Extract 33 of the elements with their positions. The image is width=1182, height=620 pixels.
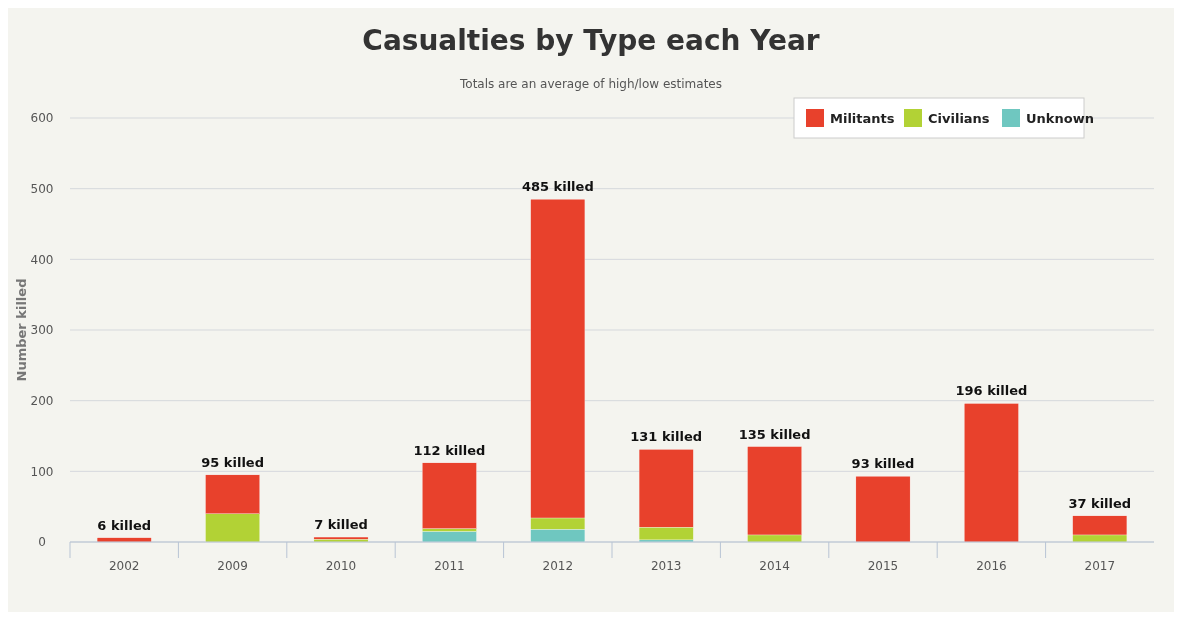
total-label: 6 killed	[97, 517, 152, 533]
x-tick-label: 2010	[325, 559, 357, 573]
x-tick-label: 2011	[434, 559, 465, 573]
total-label: 37 killed	[1068, 495, 1132, 511]
x-tick-label: 2002	[108, 559, 140, 573]
total-label: 95 killed	[201, 454, 264, 470]
total-label: 131 killed	[630, 429, 703, 445]
x-tick-label: 2017	[1084, 559, 1116, 573]
legend-label: Civilians	[928, 110, 990, 126]
y-tick-label: 100	[30, 464, 54, 479]
y-tick-label: 300	[30, 323, 54, 338]
x-tick-label: 2009	[217, 559, 248, 573]
chart-subtitle: Totals are an average of high/low estimates	[459, 77, 722, 91]
x-tick-label: 2015	[867, 559, 899, 573]
y-tick-label: 200	[30, 393, 54, 408]
legend-label: Unknown	[1026, 110, 1094, 126]
y-tick-label: 600	[30, 111, 54, 126]
y-tick-label: 400	[30, 252, 54, 267]
total-label: 135 killed	[738, 426, 811, 442]
legend-label: Militants	[830, 110, 895, 126]
y-axis-title: Number killed	[14, 278, 29, 382]
total-label: 485 killed	[521, 179, 594, 195]
x-tick-label: 2013	[650, 559, 682, 573]
total-label: 196 killed	[955, 383, 1028, 399]
total-label: 112 killed	[413, 442, 486, 458]
chart-title: Casualties by Type each Year	[362, 24, 820, 57]
y-tick-label: 0	[38, 535, 46, 550]
x-tick-label: 2012	[542, 559, 574, 573]
total-label: 93 killed	[851, 456, 915, 472]
y-tick-label: 500	[30, 181, 54, 196]
x-tick-label: 2016	[976, 559, 1007, 573]
total-label: 7 killed	[314, 517, 368, 533]
x-tick-label: 2014	[759, 559, 790, 573]
